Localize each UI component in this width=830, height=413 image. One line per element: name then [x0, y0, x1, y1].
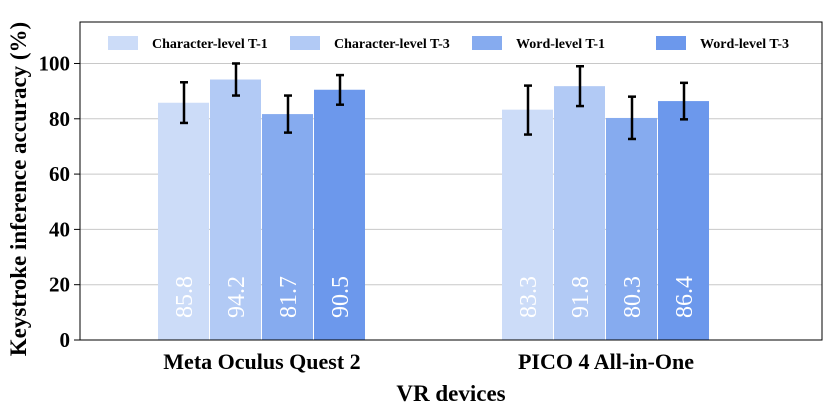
bar [314, 89, 365, 340]
y-axis-title: Keystroke inference accuracy (%) [6, 22, 31, 356]
error-bars [180, 62, 688, 141]
data-label: 94.2 [224, 276, 250, 318]
legend-label: Word-level T-1 [516, 37, 605, 52]
legend-label: Word-level T-3 [700, 37, 789, 52]
bars [158, 79, 709, 341]
y-axis-ticks: 0 20 40 60 80 100 [39, 51, 80, 352]
y-tick-label: 100 [39, 51, 71, 75]
legend-swatch [108, 36, 138, 50]
data-label: 91.8 [568, 276, 594, 318]
data-label: 86.4 [672, 276, 698, 318]
legend-label: Character-level T-3 [334, 37, 450, 52]
data-label: 90.5 [328, 276, 354, 318]
bar [502, 109, 553, 340]
y-tick-label: 0 [60, 328, 71, 352]
x-axis-title: VR devices [396, 381, 505, 406]
x-axis-categories: Meta Oculus Quest 2 PICO 4 All-in-One [163, 349, 694, 374]
data-label: 83.3 [516, 276, 542, 318]
data-label: 85.8 [172, 276, 198, 318]
bar [658, 101, 709, 340]
data-label: 80.3 [620, 276, 646, 318]
x-category-label: PICO 4 All-in-One [518, 349, 694, 374]
legend: Character-level T-1 Character-level T-3 Wo… [108, 36, 789, 52]
bar [262, 114, 313, 340]
legend-label: Character-level T-1 [152, 37, 268, 52]
bar [158, 102, 209, 340]
y-tick-label: 20 [49, 273, 70, 297]
y-tick-label: 60 [49, 162, 70, 186]
bar [606, 117, 657, 341]
data-label: 81.7 [276, 276, 302, 318]
data-labels: 85.8 94.2 81.7 90.5 83.3 91.8 80.3 86.4 [172, 276, 698, 318]
y-tick-label: 80 [49, 107, 70, 131]
bar [210, 79, 261, 340]
y-tick-label: 40 [49, 217, 70, 241]
legend-swatch [290, 36, 320, 50]
plot-frame [79, 21, 823, 341]
bar [554, 86, 605, 340]
legend-swatch [656, 36, 686, 50]
x-category-label: Meta Oculus Quest 2 [163, 349, 360, 374]
legend-swatch [472, 36, 502, 50]
